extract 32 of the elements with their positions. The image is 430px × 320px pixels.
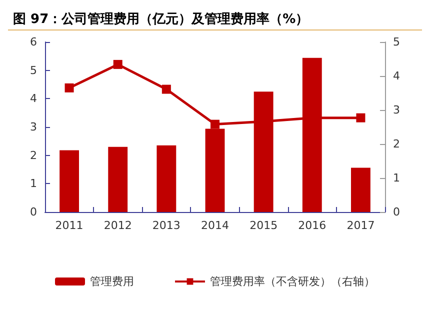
x-tick-label: 2011 [55, 219, 84, 232]
x-tick-label: 2013 [152, 219, 180, 232]
y2-tick-label: 4 [393, 70, 400, 82]
x-tick-label: 2017 [346, 219, 375, 232]
x-tick-label: 2012 [104, 219, 132, 232]
legend-label: 管理费用 [90, 275, 134, 288]
y-tick-label: 0 [30, 206, 37, 218]
y-tick-label: 4 [30, 92, 37, 106]
y2-tick-label: 5 [393, 36, 400, 48]
bar [351, 168, 370, 212]
point [64, 83, 74, 92]
bar [60, 150, 79, 212]
point [356, 113, 366, 122]
point [210, 120, 220, 129]
bar [108, 146, 128, 212]
y-tick-label: 6 [30, 36, 37, 48]
y2-tick-label: 2 [393, 138, 400, 150]
y-tick-label: 2 [30, 148, 37, 162]
chart-title: 图 97：公司管理费用（亿元）及管理费用率（%） [13, 11, 309, 27]
x-tick-label: 2015 [250, 219, 278, 232]
x-tick-label: 2016 [298, 219, 326, 232]
y-tick-label: 5 [30, 64, 37, 77]
y-tick-label: 3 [30, 120, 37, 134]
y2-tick-label: 3 [393, 104, 400, 116]
point [113, 60, 122, 69]
point [162, 84, 171, 94]
bar [156, 145, 176, 212]
legend-label: 管理费用率（不含研发）（右轴） [210, 275, 375, 288]
y2-tick-label: 0 [393, 206, 400, 218]
y2-tick-label: 1 [393, 172, 400, 184]
x-tick-label: 2014 [201, 219, 229, 232]
y-tick-label: 1 [30, 177, 37, 190]
